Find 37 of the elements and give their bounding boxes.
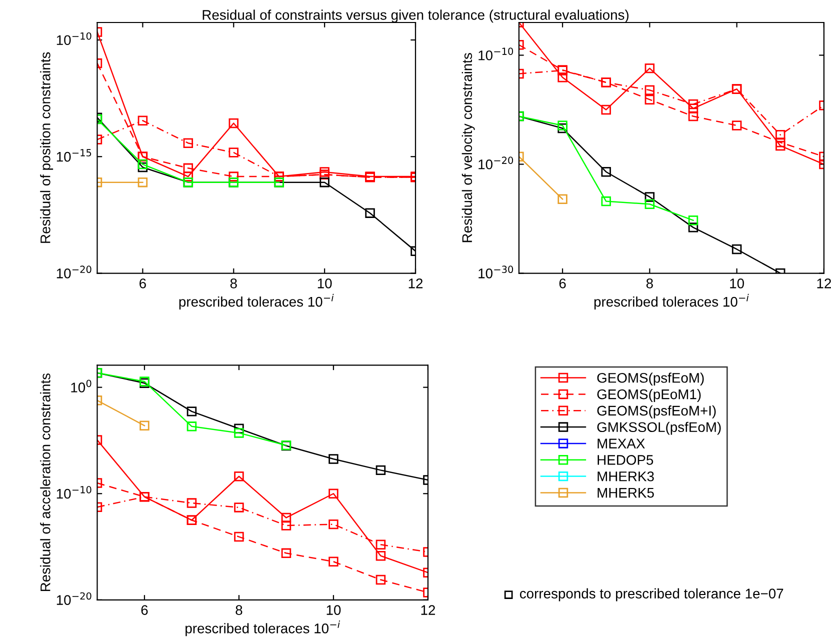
y-tick-label: 10$^{−20}$	[56, 266, 92, 278]
x-tick-label: 10	[730, 278, 744, 288]
x-tick-label: 8	[646, 278, 653, 288]
y-tick-label: 10$^{−30}$	[478, 266, 514, 278]
y-tick-label: 10$^{−10}$	[56, 32, 92, 46]
legend-label: GEOMS(psfEoM)	[597, 372, 704, 386]
x-axis-title: prescribed toleraces 10$^{−i}$	[179, 294, 334, 310]
x-tick-label: 8	[230, 278, 237, 288]
legend-label: MEXAX	[598, 438, 645, 448]
legend-label: MHERK5	[598, 488, 654, 498]
x-tick-label: 6	[141, 605, 148, 615]
legend-label: GMKSSOL(psfEoM)	[597, 422, 721, 435]
x-axis-title: prescribed toleraces 10$^{−i}$	[594, 294, 749, 310]
y-axis-title: Residual of acceleration constraints	[40, 373, 50, 592]
x-tick-label: 6	[559, 278, 566, 288]
x-tick-label: 12	[817, 278, 831, 288]
legend-label: HEDOP5	[598, 455, 654, 465]
legend-label: GEOMS(psfEoM+I)	[597, 405, 716, 418]
text: corresponds to prescribed tolerance 1e−07	[520, 588, 784, 602]
y-tick-label: 10$^{−10}$	[478, 48, 514, 60]
y-tick-label: 10$^{−20}$	[56, 592, 92, 605]
x-tick-label: 6	[140, 278, 146, 288]
y-axis-title: Residual of velocity constraints	[462, 53, 475, 242]
y-tick-label: 10$^{−20}$	[478, 156, 514, 170]
legend-label: MHERK3	[598, 471, 654, 482]
x-tick-label: 12	[408, 278, 423, 288]
x-tick-label: 10	[326, 605, 341, 615]
x-tick-label: 10	[318, 278, 332, 288]
y-tick-label: 10$^{−10}$	[56, 486, 92, 499]
x-axis-title: prescribed toleraces 10$^{−i}$	[186, 620, 340, 636]
x-tick-label: 8	[236, 605, 242, 615]
x-tick-label: 12	[421, 605, 435, 615]
y-tick-label: 10$^{0}$	[71, 380, 92, 392]
chart-title: Residual of constraints versus given tolerance (structural evaluations)	[202, 10, 628, 23]
legend-label: GEOMS(pEoM1)	[597, 389, 701, 402]
y-axis-title: Residual of position constraints	[40, 52, 54, 243]
y-tick-label: 10$^{−15}$	[56, 149, 92, 162]
